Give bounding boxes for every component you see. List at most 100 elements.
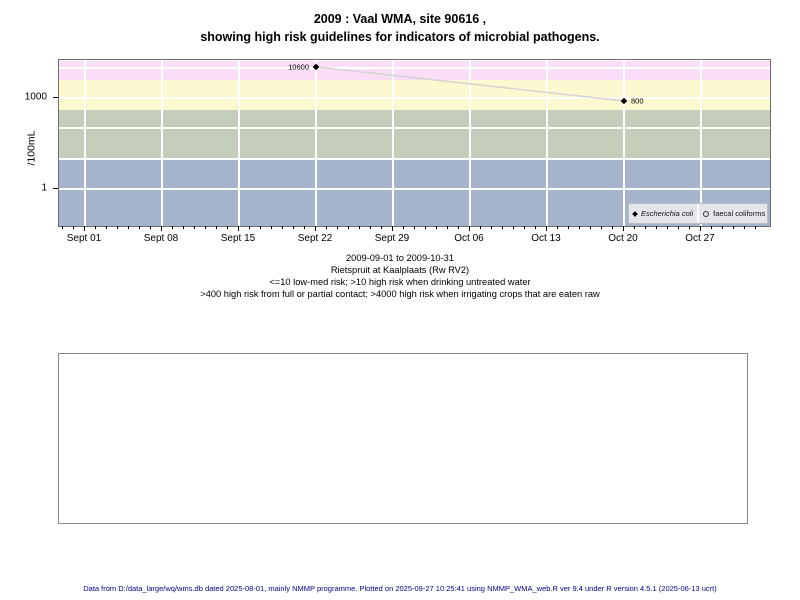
plot-band-layer: [59, 60, 770, 226]
x-minor-tick: [733, 226, 734, 229]
data-series-svg: 10600 800: [288, 63, 643, 106]
horizontal-gridline: [59, 97, 770, 99]
x-minor-tick: [590, 226, 591, 229]
x-minor-tick: [227, 226, 228, 229]
legend: Escherichia coli faecal coliforms: [628, 203, 768, 224]
x-minor-tick: [73, 226, 74, 229]
vertical-gridline: [623, 60, 625, 226]
risk-band-high-risk-irrigating-crops: [59, 60, 770, 80]
y-tick: [53, 188, 58, 189]
x-minor-tick: [579, 226, 580, 229]
x-minor-tick: [172, 226, 173, 229]
x-tick-label: Sept 15: [220, 233, 256, 244]
x-minor-tick: [359, 226, 360, 229]
open-circle-icon: [703, 210, 710, 217]
filled-diamond-icon: [632, 210, 638, 217]
x-minor-tick: [678, 226, 679, 229]
y-tick-label: 1000: [24, 91, 47, 103]
horizontal-gridline: [59, 66, 770, 69]
x-minor-tick: [293, 226, 294, 229]
x-tick-label: Oct 27: [685, 233, 715, 244]
x-minor-tick: [689, 226, 690, 229]
x-minor-tick: [722, 226, 723, 229]
x-minor-tick: [128, 226, 129, 229]
x-minor-tick: [381, 226, 382, 229]
legend-item-faecal-coliforms: faecal coliforms: [699, 204, 769, 223]
x-minor-tick: [744, 226, 745, 229]
x-minor-tick: [117, 226, 118, 229]
vertical-gridline: [161, 60, 163, 226]
x-major-tick: [392, 226, 393, 231]
horizontal-gridline: [59, 127, 770, 130]
vertical-gridline: [238, 60, 240, 226]
x-minor-tick: [216, 226, 217, 229]
vertical-gridline: [700, 60, 702, 226]
x-minor-tick: [304, 226, 305, 229]
x-minor-tick: [524, 226, 525, 229]
x-minor-tick: [183, 226, 184, 229]
x-major-tick: [623, 226, 624, 231]
x-minor-tick: [447, 226, 448, 229]
empty-notes-panel: [58, 353, 748, 524]
risk-band-high-risk-drinking-untreated: [59, 110, 770, 159]
chart-title-line2: showing high risk guidelines for indicat…: [200, 30, 600, 44]
x-minor-tick: [150, 226, 151, 229]
x-minor-tick: [106, 226, 107, 229]
x-minor-tick: [711, 226, 712, 229]
vertical-gridline: [84, 60, 86, 226]
caption-risk-line2: >400 high risk from full or partial cont…: [200, 289, 600, 299]
x-tick-label: Oct 20: [608, 233, 638, 244]
x-tick-label: Oct 13: [531, 233, 561, 244]
vertical-gridline: [392, 60, 394, 226]
horizontal-gridline: [59, 188, 770, 190]
chart-title-line1: 2009 : Vaal WMA, site 90616 ,: [313, 12, 487, 26]
x-minor-tick: [370, 226, 371, 229]
vertical-gridline: [315, 60, 317, 226]
horizontal-gridline: [59, 157, 770, 160]
x-minor-tick: [95, 226, 96, 229]
x-major-tick: [238, 226, 239, 231]
x-minor-tick: [502, 226, 503, 229]
x-major-tick: [315, 226, 316, 231]
x-minor-tick: [348, 226, 349, 229]
x-minor-tick: [271, 226, 272, 229]
x-minor-tick: [414, 226, 415, 229]
legend-label: Escherichia coli: [641, 209, 694, 218]
x-minor-tick: [557, 226, 558, 229]
x-major-tick: [161, 226, 162, 231]
x-minor-tick: [425, 226, 426, 229]
x-minor-tick: [491, 226, 492, 229]
x-minor-tick: [337, 226, 338, 229]
legend-item-escherichia-coli: Escherichia coli: [629, 204, 700, 223]
x-minor-tick: [645, 226, 646, 229]
x-minor-tick: [513, 226, 514, 229]
y-axis-title: /100mL: [25, 130, 38, 166]
caption-risk-line1: <=10 low-med risk; >10 high risk when dr…: [269, 277, 531, 287]
x-minor-tick: [282, 226, 283, 229]
x-tick-label: Sept 01: [66, 233, 102, 244]
x-major-tick: [469, 226, 470, 231]
x-minor-tick: [755, 226, 756, 229]
x-minor-tick: [326, 226, 327, 229]
chart-title: 2009 : Vaal WMA, site 90616 , showing hi…: [0, 10, 800, 46]
x-minor-tick: [568, 226, 569, 229]
x-tick-label: Oct 06: [454, 233, 484, 244]
x-major-tick: [84, 226, 85, 231]
x-minor-tick: [480, 226, 481, 229]
vertical-gridline: [546, 60, 548, 226]
x-minor-tick: [436, 226, 437, 229]
x-minor-tick: [656, 226, 657, 229]
series-line: [315, 66, 625, 102]
x-tick-label: Sept 08: [143, 233, 179, 244]
data-point-diamond: [312, 63, 320, 71]
x-minor-tick: [535, 226, 536, 229]
legend-label: faecal coliforms: [713, 209, 766, 218]
x-major-tick: [700, 226, 701, 231]
data-point-diamond: [620, 97, 628, 105]
x-minor-tick: [260, 226, 261, 229]
x-major-tick: [546, 226, 547, 231]
caption-site-name: Rietspruit at Kaalplaats (Rw RV2): [330, 265, 470, 275]
x-minor-tick: [62, 226, 63, 229]
risk-band-high-risk-full-partial-contact: [59, 79, 770, 111]
